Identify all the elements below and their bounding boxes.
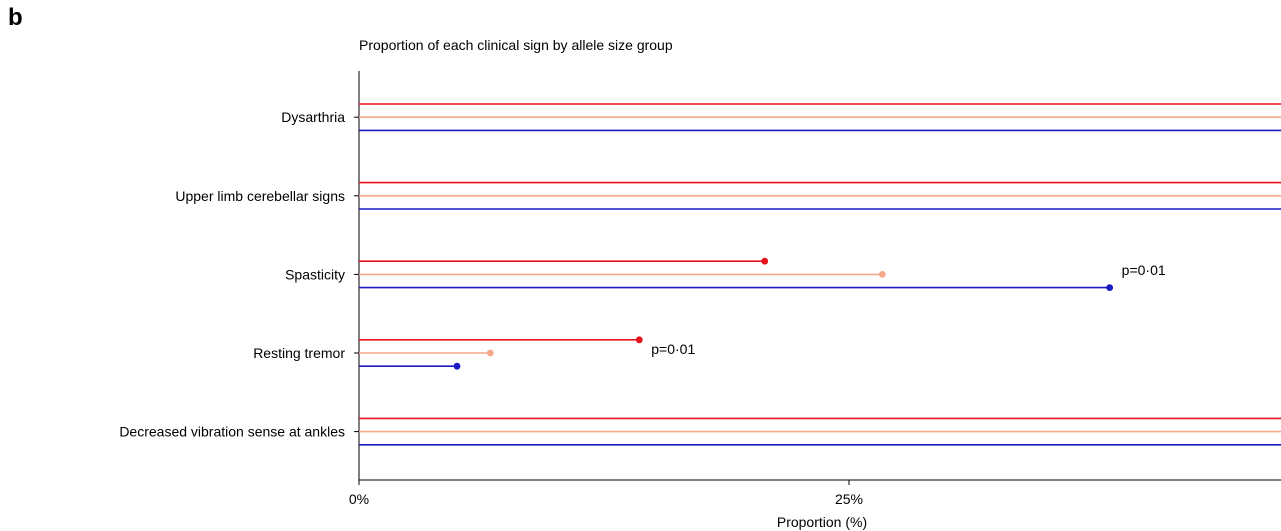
chart-labels: Dysarthriap=0·002Upper limb cerebellar s… <box>119 109 1166 440</box>
lollipop-point <box>1106 284 1114 291</box>
p-value-annotation: p=0·01 <box>651 341 695 357</box>
chart-title: Proportion of each clinical sign by alle… <box>359 37 673 53</box>
axes: 0%25%50%75% <box>349 71 1281 507</box>
x-axis-title: Proportion (%) <box>777 514 867 530</box>
category-label: Dysarthria <box>281 109 345 125</box>
p-value-annotation: p=0·01 <box>1122 262 1166 278</box>
lollipop-point <box>635 336 643 344</box>
category-label: Decreased vibration sense at ankles <box>119 424 345 440</box>
lollipop-point <box>486 349 494 357</box>
panel-label: b <box>8 4 23 31</box>
lollipop-point <box>878 271 886 278</box>
chart-marks <box>359 103 1281 446</box>
lollipop-point <box>453 362 461 370</box>
category-label: Resting tremor <box>253 345 345 361</box>
x-tick-label: 0% <box>349 491 369 507</box>
lollipop-point <box>761 257 769 265</box>
category-label: Upper limb cerebellar signs <box>175 188 345 204</box>
category-label: Spasticity <box>285 266 345 282</box>
x-tick-label: 25% <box>835 491 863 507</box>
